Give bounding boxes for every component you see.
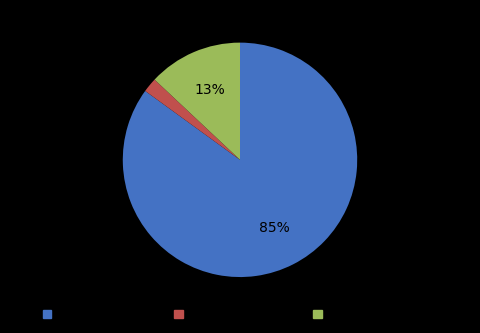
Legend: Wages & Salaries, Employee Benefits, Operating Expenses: Wages & Salaries, Employee Benefits, Ope… — [38, 305, 442, 324]
Wedge shape — [123, 43, 357, 277]
Wedge shape — [145, 80, 240, 160]
Text: 85%: 85% — [259, 221, 290, 235]
Wedge shape — [155, 43, 240, 160]
Text: 13%: 13% — [194, 83, 225, 97]
